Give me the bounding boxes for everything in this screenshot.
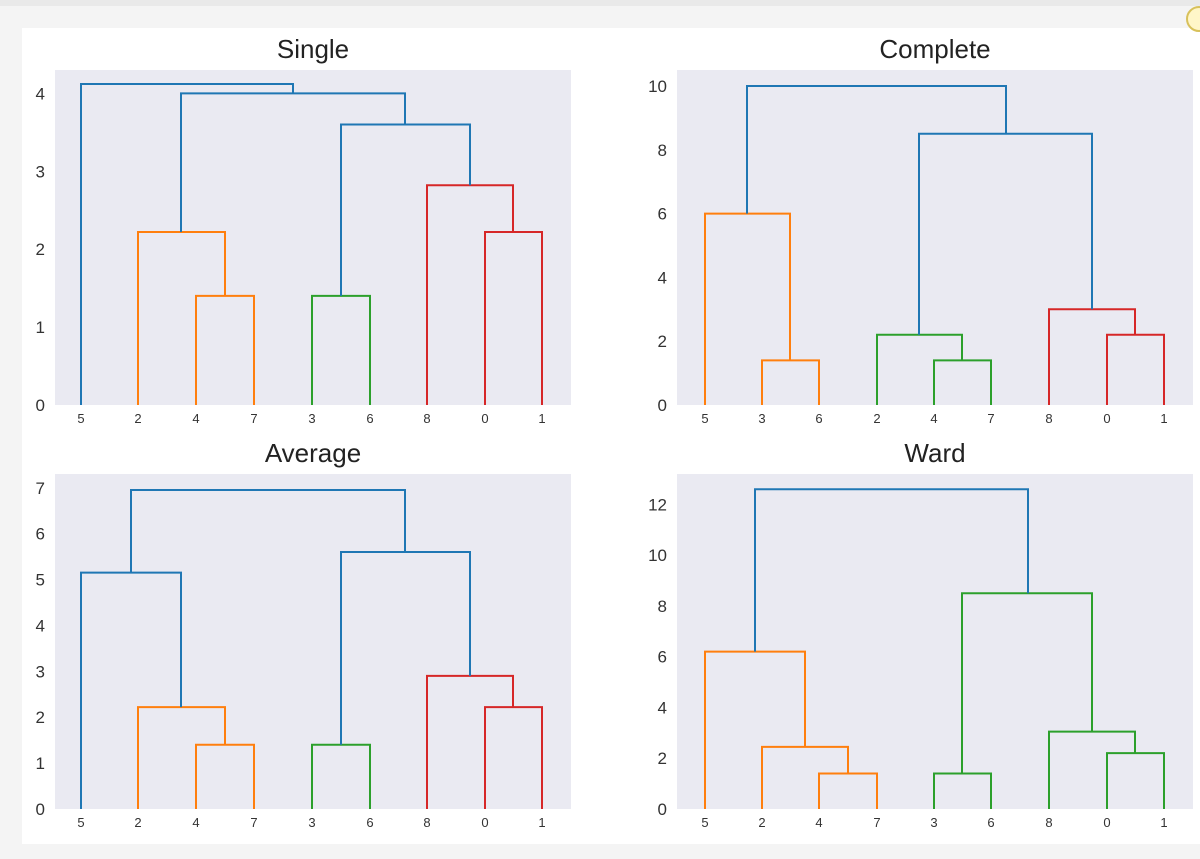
leaf-label: 3	[308, 411, 315, 426]
panel-average: Average 0 1 2 3 4 5 6 7 5 2 4 7 3 6 8 0 1	[36, 438, 571, 830]
panel-single: Single 0 1 2 3 4 5 2 4 7 3 6 8 0 1	[36, 34, 571, 426]
panel-complete-background	[677, 70, 1193, 405]
y-tick-label: 7	[36, 479, 45, 498]
panel-ward-links	[704, 488, 1165, 809]
leaf-label: 6	[987, 815, 994, 830]
leaf-label: 3	[308, 815, 315, 830]
y-tick-label: 6	[36, 525, 45, 544]
leaf-label: 1	[1160, 815, 1167, 830]
y-tick-label: 0	[658, 800, 667, 819]
leaf-label: 7	[987, 411, 994, 426]
leaf-label: 0	[481, 815, 488, 830]
corner-badge-icon[interactable]	[1186, 6, 1200, 32]
panel-complete-links	[704, 84, 1165, 405]
y-tick-label: 3	[36, 162, 45, 181]
panel-ward-title: Ward	[904, 438, 965, 468]
dendrogram-link	[754, 488, 1029, 652]
leaf-label: 6	[815, 411, 822, 426]
y-tick-label: 3	[36, 662, 45, 681]
y-tick-label: 10	[648, 77, 667, 96]
panel-average-yticks: 0 1 2 3 4 5 6 7	[36, 479, 45, 819]
panel-complete-title: Complete	[879, 34, 990, 64]
y-tick-label: 6	[658, 205, 667, 224]
y-tick-label: 4	[36, 84, 45, 103]
panel-single-title: Single	[277, 34, 349, 64]
leaf-label: 3	[758, 411, 765, 426]
leaf-label: 5	[77, 411, 84, 426]
panel-average-links	[80, 489, 543, 809]
panel-complete-xticks: 5 3 6 2 4 7 8 0 1	[701, 411, 1167, 426]
leaf-label: 3	[930, 815, 937, 830]
leaf-label: 8	[1045, 411, 1052, 426]
y-tick-label: 2	[36, 708, 45, 727]
window-top-bar	[0, 0, 1200, 6]
panel-complete: Complete 0 2 4 6 8 10 5 3 6 2 4 7 8 0 1	[648, 34, 1193, 426]
panel-single-xticks: 5 2 4 7 3 6 8 0 1	[77, 411, 545, 426]
panel-single-links	[80, 83, 543, 405]
y-tick-label: 5	[36, 571, 45, 590]
y-tick-label: 1	[36, 318, 45, 337]
leaf-label: 0	[481, 411, 488, 426]
leaf-label: 6	[366, 411, 373, 426]
leaf-label: 4	[815, 815, 822, 830]
y-tick-label: 2	[36, 240, 45, 259]
leaf-label: 5	[701, 815, 708, 830]
leaf-label: 4	[192, 411, 199, 426]
dendrogram-link	[746, 84, 1007, 214]
leaf-label: 0	[1103, 815, 1110, 830]
dendrogram-link	[130, 489, 406, 573]
leaf-label: 7	[250, 411, 257, 426]
leaf-label: 7	[873, 815, 880, 830]
leaf-label: 4	[192, 815, 199, 830]
y-tick-label: 0	[36, 396, 45, 415]
panel-average-title: Average	[265, 438, 361, 468]
y-tick-label: 12	[648, 495, 667, 514]
leaf-label: 8	[423, 411, 430, 426]
leaf-label: 2	[134, 411, 141, 426]
y-tick-label: 2	[658, 749, 667, 768]
panel-ward: Ward 0 2 4 6 8 10 12 5 2 4 7 3 6 8 0 1	[648, 438, 1193, 830]
panel-single-yticks: 0 1 2 3 4	[36, 84, 45, 415]
y-tick-label: 8	[658, 597, 667, 616]
leaf-label: 1	[1160, 411, 1167, 426]
panel-average-xticks: 5 2 4 7 3 6 8 0 1	[77, 815, 545, 830]
leaf-label: 6	[366, 815, 373, 830]
y-tick-label: 2	[658, 332, 667, 351]
leaf-label: 7	[250, 815, 257, 830]
y-tick-label: 1	[36, 754, 45, 773]
leaf-label: 0	[1103, 411, 1110, 426]
leaf-label: 2	[758, 815, 765, 830]
panel-ward-yticks: 0 2 4 6 8 10 12	[648, 495, 667, 819]
leaf-label: 4	[930, 411, 937, 426]
dendrogram-link	[80, 83, 294, 405]
y-tick-label: 0	[36, 800, 45, 819]
panel-complete-yticks: 0 2 4 6 8 10	[648, 77, 667, 415]
leaf-label: 1	[538, 815, 545, 830]
leaf-label: 5	[77, 815, 84, 830]
leaf-label: 5	[701, 411, 708, 426]
leaf-label: 8	[1045, 815, 1052, 830]
panel-ward-xticks: 5 2 4 7 3 6 8 0 1	[701, 815, 1167, 830]
y-tick-label: 0	[658, 396, 667, 415]
leaf-label: 8	[423, 815, 430, 830]
y-tick-label: 4	[658, 698, 667, 717]
leaf-label: 2	[134, 815, 141, 830]
leaf-label: 1	[538, 411, 545, 426]
y-tick-label: 4	[36, 616, 45, 635]
y-tick-label: 4	[658, 268, 667, 287]
y-tick-label: 10	[648, 546, 667, 565]
leaf-label: 2	[873, 411, 880, 426]
y-tick-label: 8	[658, 141, 667, 160]
y-tick-label: 6	[658, 648, 667, 667]
